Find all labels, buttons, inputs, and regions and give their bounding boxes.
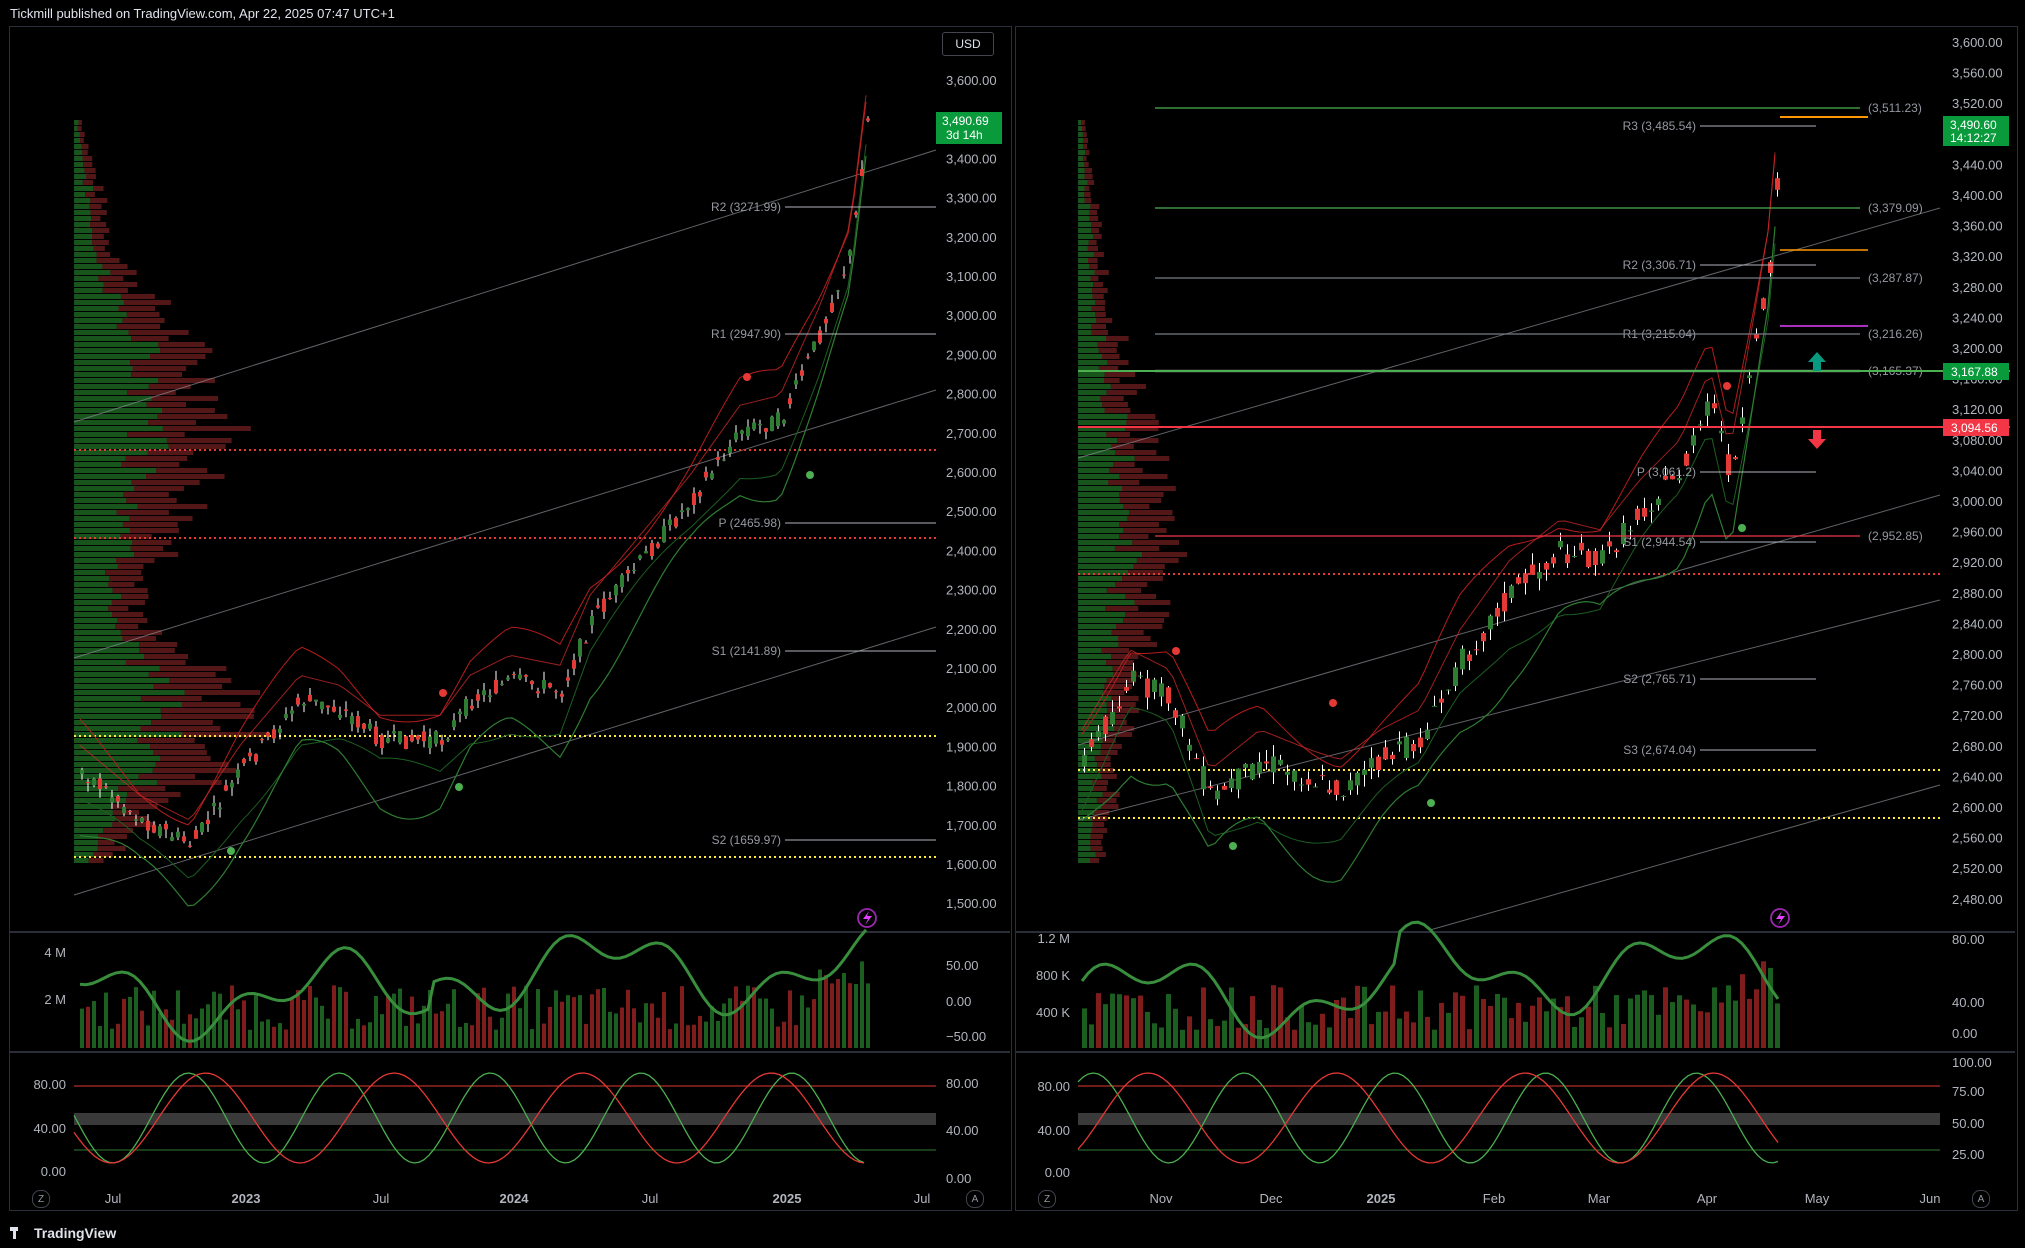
L-price-tick: 3,200.00 <box>946 230 997 245</box>
L-pivot-label: P (2465.98) <box>719 516 782 530</box>
footer-brand[interactable]: TradingView <box>10 1222 116 1244</box>
L-time-label: 2025 <box>773 1191 802 1206</box>
L-price-tick: 2,000.00 <box>946 700 997 715</box>
L-price-tick: 1,500.00 <box>946 896 997 911</box>
candlesticks <box>80 116 870 848</box>
L-price-tick: 2,200.00 <box>946 622 997 637</box>
L-price-tick: 2,100.00 <box>946 661 997 676</box>
right-a-button[interactable]: A <box>1972 1190 1990 1208</box>
R-rsi-tick: −40.00 <box>1952 0 1992 3</box>
L-stoch-tick-left: 40.00 <box>33 1121 66 1136</box>
right-z-button[interactable]: Z <box>1038 1190 1056 1208</box>
L-price-tick: 1,900.00 <box>946 739 997 754</box>
L-stoch-tick-right: 80.00 <box>946 1076 979 1091</box>
L-stoch-tick-right: 0.00 <box>946 1171 971 1186</box>
L-time-label: Jul <box>914 1191 931 1206</box>
L-price-tick: 1,800.00 <box>946 779 997 794</box>
bollinger-bands <box>79 95 867 907</box>
currency-selector[interactable]: USD <box>942 32 994 56</box>
L-stoch-tick-left: 0.00 <box>41 1164 66 1179</box>
L-rsi-tick: 0.00 <box>946 994 971 1009</box>
L-rsi-tick: 50.00 <box>946 958 979 973</box>
L-time-label: 2023 <box>232 1191 261 1206</box>
right-chart-panel[interactable] <box>1015 26 2018 1211</box>
L-time-label: Jul <box>642 1191 659 1206</box>
volume-pane: 4 M 2 M 50.00 0.00 −50.00 <box>44 928 986 1048</box>
L-price-tick: 3,600.00 <box>946 73 997 88</box>
L-price-tick: 3,000.00 <box>946 308 997 323</box>
L-volume-tick: 4 M <box>44 945 66 960</box>
left-a-button[interactable]: A <box>966 1190 984 1208</box>
L-pivot-label: R2 (3271.99) <box>711 200 781 214</box>
volume-profile <box>74 120 270 863</box>
L-time-label: Jul <box>373 1191 390 1206</box>
left-z-button[interactable]: Z <box>32 1190 50 1208</box>
L-time-label: 2024 <box>500 1191 530 1206</box>
L-price-tick: 2,600.00 <box>946 465 997 480</box>
L-pivot-label: S1 (2141.89) <box>712 644 781 658</box>
lightning-icon[interactable] <box>857 908 877 928</box>
time-axis: Jul 2023 Jul 2024 Jul 2025 Jul <box>105 1191 931 1206</box>
L-price-tick: 2,500.00 <box>946 504 997 519</box>
L-pivot-label: R1 (2947.90) <box>711 327 781 341</box>
L-stoch-tick-right: 40.00 <box>946 1123 979 1138</box>
L-time-label: Jul <box>105 1191 122 1206</box>
tradingview-logo-icon <box>10 1227 28 1239</box>
L-price-tick: 2,700.00 <box>946 426 997 441</box>
price-axis: 3,600.003,500.003,400.003,300.003,200.00… <box>946 73 997 911</box>
footer-brand-label: TradingView <box>34 1225 117 1241</box>
L-price-tick: 1,600.00 <box>946 857 997 872</box>
last-price-tag <box>936 112 1002 144</box>
L-volume-tick: 2 M <box>44 992 66 1007</box>
stochastic-pane: 80.00 40.00 0.00 80.00 40.00 0.00 <box>33 1072 979 1186</box>
L-price-tick: 1,700.00 <box>946 818 997 833</box>
L-price-tick: 3,100.00 <box>946 269 997 284</box>
last-price-label: 3,490.69 <box>942 114 989 128</box>
publisher-caption: Tickmill published on TradingView.com, A… <box>10 6 395 21</box>
left-chart[interactable]: R2 (3271.99) R1 (2947.90) P (2465.98) S1 (2… <box>0 0 1012 1215</box>
L-price-tick: 2,300.00 <box>946 583 997 598</box>
L-price-tick: 2,900.00 <box>946 347 997 362</box>
L-price-tick: 3,300.00 <box>946 191 997 206</box>
L-price-tick: 2,800.00 <box>946 387 997 402</box>
L-price-tick: 3,400.00 <box>946 151 997 166</box>
bar-countdown-label: 3d 14h <box>946 128 983 142</box>
L-stoch-tick-left: 80.00 <box>33 1077 66 1092</box>
L-pivot-label: S2 (1659.97) <box>712 833 781 847</box>
L-price-tick: 2,400.00 <box>946 543 997 558</box>
pivot-levels: R2 (3271.99) R1 (2947.90) P (2465.98) S1 (2… <box>711 200 936 847</box>
L-rsi-tick: −50.00 <box>946 1029 986 1044</box>
